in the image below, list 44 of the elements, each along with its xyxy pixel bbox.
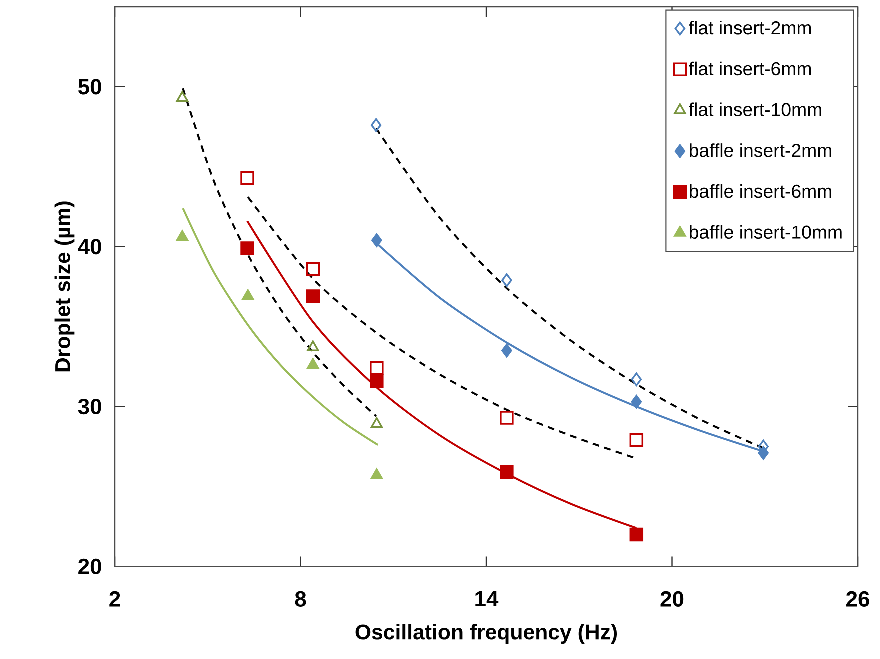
line-series	[247, 196, 636, 459]
x-tick-label: 2	[110, 591, 120, 607]
point	[502, 274, 512, 288]
point	[630, 433, 644, 448]
x-tick-label: 8	[295, 591, 306, 607]
point	[758, 446, 769, 460]
point	[370, 468, 383, 480]
point	[306, 290, 320, 304]
point	[176, 91, 189, 102]
point	[240, 242, 254, 256]
point	[631, 395, 642, 409]
point	[240, 171, 254, 185]
point	[631, 372, 642, 386]
point	[370, 374, 384, 388]
point	[500, 465, 514, 480]
line-series	[182, 207, 380, 446]
legend-label: baffle insert-10mm	[690, 225, 842, 239]
point	[307, 340, 320, 352]
x-tick-label: 20	[660, 591, 684, 607]
y-tick-label: 50	[78, 79, 102, 95]
legend-label: flat insert-10mm	[689, 102, 822, 116]
legend-label: flat insert-2mm	[689, 20, 812, 35]
point	[242, 290, 254, 300]
line-series	[182, 88, 378, 418]
y-tick-label: 30	[78, 398, 102, 415]
x-tick-label: 26	[846, 591, 870, 607]
point	[370, 362, 384, 376]
point	[176, 230, 189, 242]
legend-label: flat insert-6mm	[689, 62, 812, 76]
point	[500, 411, 514, 425]
point	[630, 528, 644, 542]
y-tick-label: 20	[78, 558, 102, 574]
point	[372, 234, 382, 248]
point	[370, 118, 382, 132]
legend-label: baffle insert-2mm	[690, 144, 832, 158]
legend-label: baffle insert-6mm	[690, 184, 832, 198]
y-tick-label: 40	[78, 239, 102, 255]
x-tick-label: 14	[476, 591, 499, 607]
point	[307, 358, 320, 370]
y-axis-title: Droplet size (µm)	[54, 202, 75, 372]
point	[306, 262, 320, 276]
point	[502, 344, 512, 358]
x-axis-title: Oscillation frequency (Hz)	[356, 624, 618, 644]
point	[370, 418, 383, 428]
